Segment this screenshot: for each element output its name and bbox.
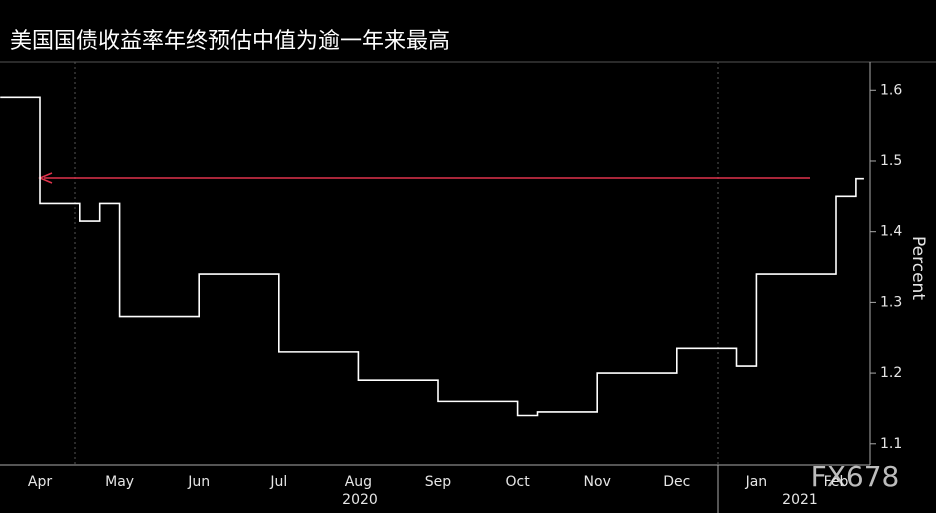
x-tick-label: Jun: [187, 474, 210, 490]
chart-title: 美国国债收益率年终预估中值为逾一年来最高: [10, 29, 450, 54]
x-tick-label: Oct: [505, 474, 530, 490]
x-tick-label: Dec: [663, 474, 690, 490]
y-axis-label: Percent: [908, 236, 928, 300]
line: [0, 96, 864, 417]
x-tick-label: May: [105, 474, 134, 490]
y-tick-label: 1.3: [880, 294, 902, 310]
y-tick-label: 1.5: [880, 153, 902, 169]
x-tick-label: Nov: [584, 474, 611, 490]
x-tick-label: Jul: [269, 474, 287, 490]
y-tick-label: 1.1: [880, 436, 902, 452]
x-tick-label: Aug: [345, 474, 372, 490]
watermark: FX678: [811, 460, 900, 493]
year-label: 2020: [342, 492, 378, 508]
x-tick-label: Feb: [824, 474, 849, 490]
y-tick-label: 1.2: [880, 365, 902, 381]
y-tick-label: 1.6: [880, 82, 902, 98]
x-tick-label: Sep: [425, 474, 452, 490]
x-tick-label: Jan: [745, 474, 768, 490]
y-tick-label: 1.4: [880, 224, 902, 240]
x-tick-label: Apr: [28, 474, 52, 490]
year-label: 2021: [782, 492, 818, 508]
